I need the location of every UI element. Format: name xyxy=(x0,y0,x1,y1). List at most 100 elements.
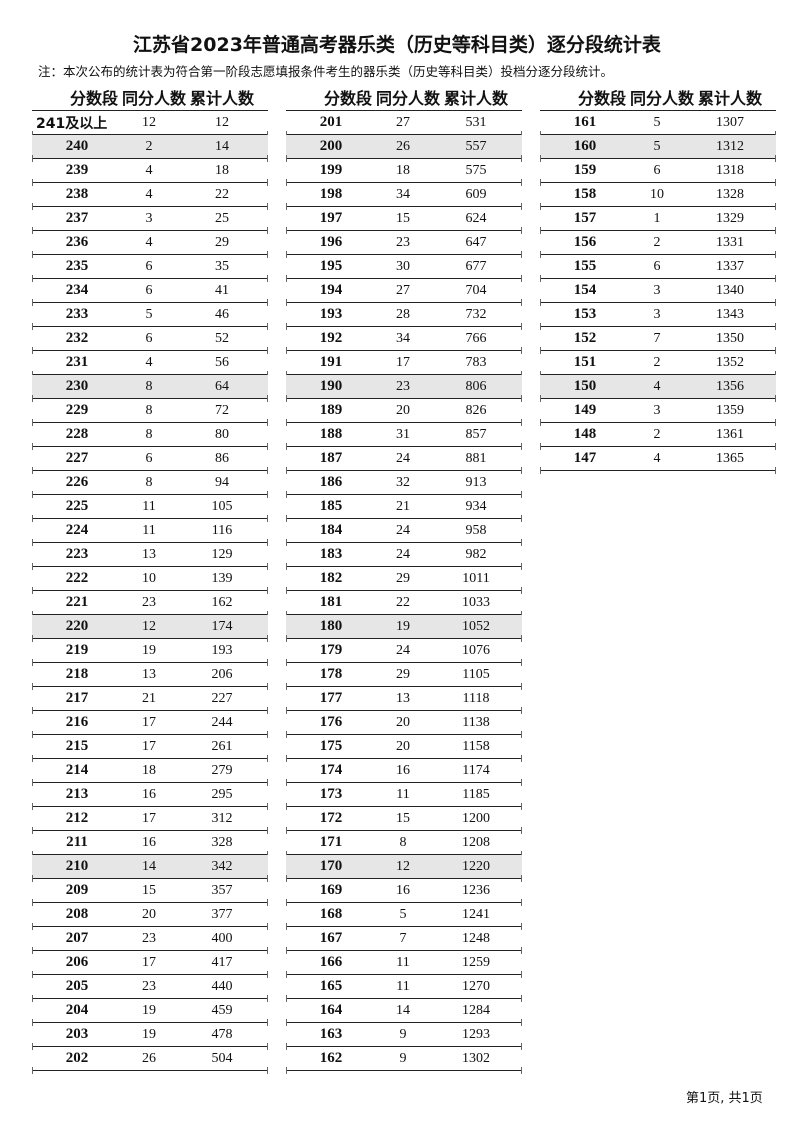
table-row: 210 14 342 xyxy=(32,855,268,882)
cumulative-cell: 806 xyxy=(465,378,487,394)
table-row: 175 20 1158 xyxy=(286,735,522,762)
same-count-cell: 2 xyxy=(145,138,153,154)
same-count-cell: 30 xyxy=(396,258,410,274)
table-row: 235 6 35 xyxy=(32,255,268,282)
same-count-cell: 8 xyxy=(145,402,153,418)
table-row: 213 16 295 xyxy=(32,783,268,810)
table-row: 166 11 1259 xyxy=(286,951,522,978)
cumulative-cell: 328 xyxy=(211,834,233,850)
cumulative-cell: 80 xyxy=(215,426,229,442)
same-count-cell: 18 xyxy=(142,762,156,778)
score-cell: 152 xyxy=(573,330,597,346)
score-cell: 231 xyxy=(65,354,89,370)
table-row: 234 6 41 xyxy=(32,279,268,306)
cumulative-cell: 29 xyxy=(215,234,229,250)
table-row: 207 23 400 xyxy=(32,927,268,954)
table-row: 160 5 1312 xyxy=(540,135,776,162)
cumulative-cell: 377 xyxy=(211,906,233,922)
same-count-cell: 11 xyxy=(396,954,410,970)
same-count-cell: 16 xyxy=(142,786,156,802)
table-row: 184 24 958 xyxy=(286,519,522,546)
same-count-cell: 17 xyxy=(396,354,410,370)
same-count-cell: 15 xyxy=(396,810,410,826)
same-count-cell: 23 xyxy=(396,234,410,250)
same-count-cell: 23 xyxy=(142,594,156,610)
score-cell: 223 xyxy=(65,546,89,562)
table-row: 181 22 1033 xyxy=(286,591,522,618)
cumulative-cell: 1200 xyxy=(462,810,490,826)
same-count-cell: 20 xyxy=(142,906,156,922)
cumulative-cell: 64 xyxy=(215,378,229,394)
table-row: 148 2 1361 xyxy=(540,423,776,450)
score-cell: 201 xyxy=(319,114,343,130)
table-row: 167 7 1248 xyxy=(286,927,522,954)
score-cell: 187 xyxy=(319,450,343,466)
cumulative-cell: 261 xyxy=(211,738,233,754)
same-count-cell: 29 xyxy=(396,570,410,586)
score-cell: 205 xyxy=(65,978,89,994)
same-count-cell: 13 xyxy=(396,690,410,706)
table-row: 177 13 1118 xyxy=(286,687,522,714)
table-row: 171 8 1208 xyxy=(286,831,522,858)
cumulative-cell: 1331 xyxy=(716,234,744,250)
cumulative-cell: 1270 xyxy=(462,978,490,994)
same-count-cell: 20 xyxy=(396,738,410,754)
table-row: 240 2 14 xyxy=(32,135,268,162)
table-row: 157 1 1329 xyxy=(540,207,776,234)
same-count-cell: 2 xyxy=(653,354,661,370)
table-row: 185 21 934 xyxy=(286,495,522,522)
score-cell: 238 xyxy=(65,186,89,202)
score-cell: 174 xyxy=(319,762,343,778)
same-count-cell: 24 xyxy=(396,546,410,562)
same-count-cell: 11 xyxy=(396,786,410,802)
table-row: 178 29 1105 xyxy=(286,663,522,690)
same-count-cell: 20 xyxy=(396,402,410,418)
score-cell: 225 xyxy=(65,498,89,514)
same-count-cell: 5 xyxy=(653,138,661,154)
same-count-cell: 8 xyxy=(145,426,153,442)
same-count-cell: 16 xyxy=(396,882,410,898)
cumulative-cell: 12 xyxy=(215,114,229,130)
cumulative-cell: 1118 xyxy=(462,690,490,706)
score-cell: 220 xyxy=(65,618,89,634)
same-count-cell: 18 xyxy=(396,162,410,178)
cumulative-cell: 1185 xyxy=(462,786,490,802)
same-count-cell: 21 xyxy=(396,498,410,514)
table-row: 200 26 557 xyxy=(286,135,522,162)
same-count-cell: 31 xyxy=(396,426,410,442)
cumulative-cell: 1365 xyxy=(716,450,744,466)
cumulative-cell: 440 xyxy=(211,978,233,994)
score-cell: 178 xyxy=(319,666,343,682)
table-row: 205 23 440 xyxy=(32,975,268,1002)
same-count-cell: 2 xyxy=(653,426,661,442)
cumulative-cell: 1076 xyxy=(462,642,490,658)
score-cell: 198 xyxy=(319,186,343,202)
table-row: 158 10 1328 xyxy=(540,183,776,210)
cumulative-cell: 41 xyxy=(215,282,229,298)
table-row: 206 17 417 xyxy=(32,951,268,978)
score-cell: 153 xyxy=(573,306,597,322)
score-cell: 194 xyxy=(319,282,343,298)
table-row: 208 20 377 xyxy=(32,903,268,930)
same-count-cell: 10 xyxy=(142,570,156,586)
score-cell: 239 xyxy=(65,162,89,178)
table-row: 239 4 18 xyxy=(32,159,268,186)
score-cell: 224 xyxy=(65,522,89,538)
score-cell: 190 xyxy=(319,378,343,394)
same-count-cell: 17 xyxy=(142,810,156,826)
cumulative-cell: 129 xyxy=(211,546,233,562)
score-cell: 155 xyxy=(573,258,597,274)
cumulative-cell: 624 xyxy=(465,210,487,226)
same-count-cell: 24 xyxy=(396,642,410,658)
cumulative-cell: 94 xyxy=(215,474,229,490)
same-count-cell: 6 xyxy=(145,258,153,274)
table-row: 180 19 1052 xyxy=(286,615,522,642)
cumulative-cell: 105 xyxy=(211,498,233,514)
score-cell: 148 xyxy=(573,426,597,442)
score-cell: 166 xyxy=(319,954,343,970)
same-count-cell: 29 xyxy=(396,666,410,682)
cumulative-cell: 1307 xyxy=(716,114,744,130)
score-cell: 211 xyxy=(66,834,88,850)
header-cumulative: 累计人数 xyxy=(697,89,762,108)
same-count-cell: 32 xyxy=(396,474,410,490)
